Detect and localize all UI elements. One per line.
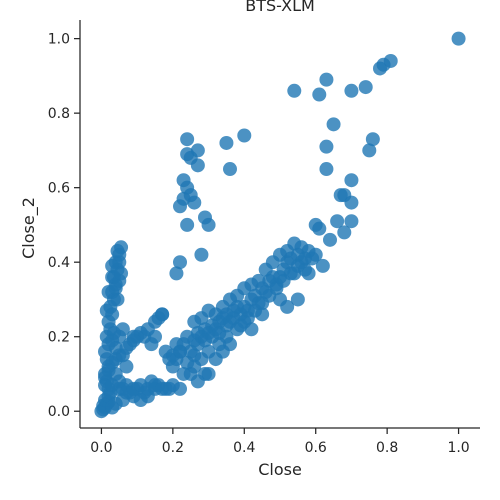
y-tick-label: 1.0: [48, 32, 70, 48]
data-point: [180, 147, 195, 162]
x-axis-ticks: 0.0 0.2 0.4 0.6 0.8 1.0: [90, 428, 470, 456]
data-point: [223, 162, 237, 177]
y-tick-label: 0.4: [48, 255, 70, 271]
data-point: [110, 244, 125, 259]
data-point: [326, 117, 341, 132]
axes: 0.0 0.2 0.4 0.6 0.8 1.0 0.0 0.2 0.4 0.6 0.8 1.0: [48, 20, 480, 456]
data-point: [180, 132, 195, 147]
data-point: [119, 359, 134, 374]
data-point: [290, 292, 305, 307]
data-point: [305, 251, 320, 266]
y-tick-label: 0.8: [48, 106, 70, 122]
data-point: [365, 132, 380, 147]
x-tick-label: 0.8: [376, 440, 398, 456]
x-tick-label: 1.0: [447, 440, 469, 456]
data-point: [383, 53, 398, 68]
data-point: [114, 266, 129, 281]
data-point: [180, 355, 195, 370]
data-point: [323, 232, 337, 247]
data-point: [451, 31, 466, 46]
data-points: [94, 31, 466, 419]
data-point: [194, 247, 209, 262]
data-point: [330, 214, 345, 229]
y-axis-label: Close_2: [19, 197, 39, 259]
data-point: [237, 128, 252, 143]
data-point: [287, 83, 302, 98]
data-point: [319, 139, 334, 154]
data-point: [190, 158, 205, 173]
chart-title: BTS-XLM: [245, 0, 315, 15]
x-tick-label: 0.6: [305, 440, 327, 456]
x-tick-label: 0.0: [90, 440, 112, 456]
y-tick-label: 0.0: [48, 404, 70, 420]
data-point: [180, 217, 195, 232]
data-point: [112, 255, 127, 270]
data-point: [173, 255, 187, 270]
data-point: [169, 337, 184, 352]
data-point: [344, 214, 359, 229]
data-point: [344, 173, 359, 188]
data-point: [201, 217, 216, 232]
data-point: [333, 188, 348, 203]
data-point: [337, 225, 352, 240]
data-point: [319, 72, 334, 87]
data-point: [273, 292, 287, 307]
data-point: [219, 135, 234, 150]
x-tick-label: 0.2: [162, 440, 184, 456]
data-point: [201, 366, 216, 381]
data-point: [223, 337, 237, 352]
data-point: [312, 221, 327, 236]
data-point: [99, 303, 114, 318]
data-point: [173, 381, 187, 396]
data-point: [105, 400, 120, 415]
data-point: [187, 195, 202, 210]
data-point: [319, 162, 334, 177]
data-point: [198, 333, 212, 348]
data-point: [251, 273, 266, 288]
data-point: [344, 83, 359, 98]
y-tick-label: 0.2: [48, 330, 70, 346]
data-point: [162, 381, 177, 396]
data-point: [358, 80, 373, 95]
data-point: [106, 325, 121, 340]
y-axis-ticks: 0.0 0.2 0.4 0.6 0.8 1.0: [48, 32, 80, 420]
data-point: [190, 143, 205, 158]
data-point: [362, 143, 377, 158]
data-point: [176, 191, 191, 206]
data-point: [144, 337, 159, 352]
data-point: [169, 266, 184, 281]
y-tick-label: 0.6: [48, 181, 70, 197]
data-point: [176, 366, 191, 381]
x-tick-label: 0.4: [233, 440, 255, 456]
x-axis-label: Close: [258, 460, 302, 479]
data-point: [158, 344, 173, 359]
data-point: [315, 258, 330, 273]
data-point: [312, 87, 327, 102]
data-point: [108, 340, 123, 355]
data-point: [298, 262, 312, 277]
